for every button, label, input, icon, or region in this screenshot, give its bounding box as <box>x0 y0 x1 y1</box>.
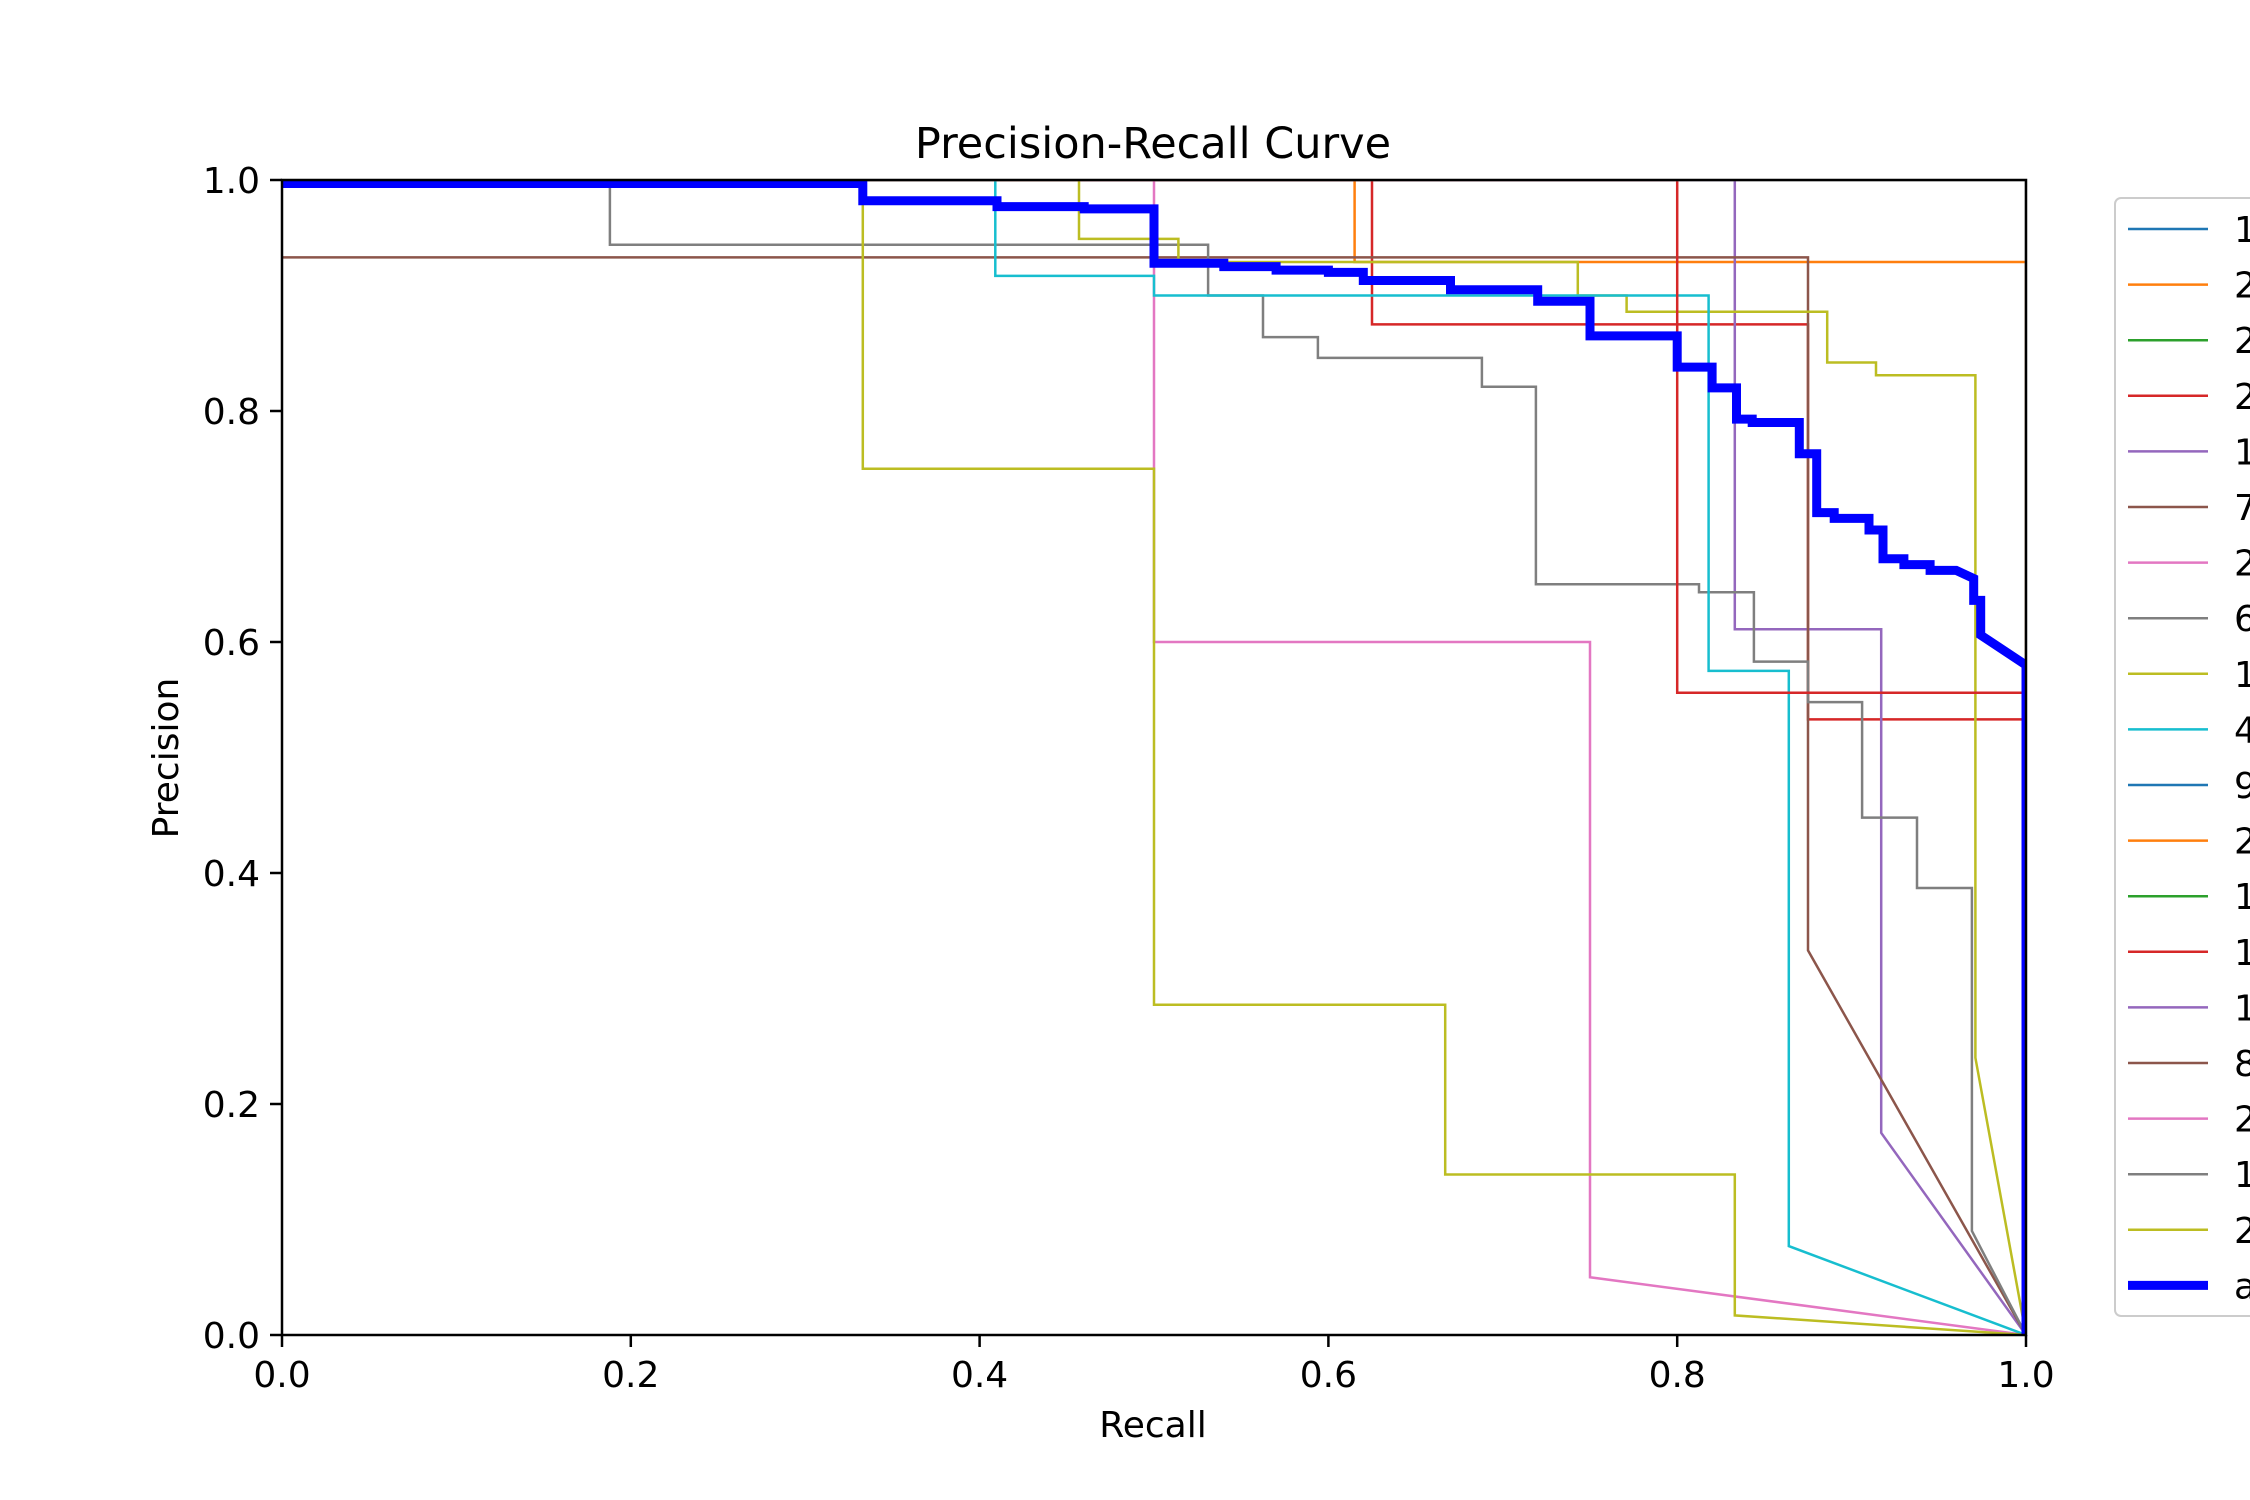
plot-frame <box>280 178 2028 1337</box>
y-axis-ticks: 0.0 0.2 0.4 0.6 0.8 1.0 <box>203 161 282 1357</box>
legend-label: 2 <box>2234 1211 2250 1252</box>
series-line-9 <box>282 180 2026 1335</box>
legend-label: 7 <box>2234 488 2250 529</box>
legend-label: 8 <box>2234 1044 2250 1085</box>
legend-label: 1 <box>2234 655 2250 696</box>
y-tick-label: 0.6 <box>203 623 260 664</box>
y-tick-label: 1.0 <box>203 161 260 202</box>
series-line-19 <box>282 180 2026 1335</box>
x-tick-label: 0.8 <box>1649 1355 1706 1396</box>
y-tick-label: 0.8 <box>203 392 260 433</box>
legend-label: 9 <box>2234 766 2250 807</box>
legend: 1 2 2 2 1 7 2 6 1 4 9 2 1 1 1 8 2 1 2 a <box>2114 197 2250 1317</box>
y-tick-label: 0.2 <box>203 1085 260 1126</box>
series-line-14 <box>282 180 2026 1335</box>
legend-label: 1 <box>2234 933 2250 974</box>
legend-label: 1 <box>2234 988 2250 1029</box>
x-axis-ticks: 0.0 0.2 0.4 0.6 0.8 1.0 <box>253 1335 2055 1396</box>
legend-label: 6 <box>2234 599 2250 640</box>
legend-label: 2 <box>2234 377 2250 418</box>
x-tick-label: 0.2 <box>602 1355 659 1396</box>
legend-frame <box>2114 197 2250 1317</box>
x-tick-label: 0.0 <box>253 1355 310 1396</box>
legend-label: 1 <box>2234 210 2250 251</box>
legend-label: 4 <box>2234 710 2250 751</box>
series-line-6 <box>282 256 2026 1335</box>
x-tick-label: 0.6 <box>1300 1355 1357 1396</box>
series-line-20 <box>282 180 2026 1335</box>
legend-label: a <box>2234 1266 2250 1307</box>
legend-label: 1 <box>2234 1155 2250 1196</box>
y-axis-label: Precision <box>146 678 187 839</box>
legend-label: 2 <box>2234 266 2250 307</box>
legend-label: 2 <box>2234 822 2250 863</box>
series-layer <box>282 180 2026 1335</box>
legend-label: 2 <box>2234 544 2250 585</box>
series-line-7 <box>282 180 2026 1335</box>
series-line-10 <box>282 180 2026 1335</box>
x-axis-label: Recall <box>1099 1405 1206 1446</box>
legend-label: 1 <box>2234 877 2250 918</box>
x-tick-label: 1.0 <box>1997 1355 2054 1396</box>
legend-label: 2 <box>2234 321 2250 362</box>
chart-title: Precision-Recall Curve <box>915 119 1391 169</box>
y-tick-label: 0.4 <box>203 854 260 895</box>
legend-label: 2 <box>2234 1100 2250 1141</box>
y-tick-label: 0.0 <box>203 1316 260 1357</box>
x-tick-label: 0.4 <box>951 1355 1008 1396</box>
legend-label: 1 <box>2234 432 2250 473</box>
